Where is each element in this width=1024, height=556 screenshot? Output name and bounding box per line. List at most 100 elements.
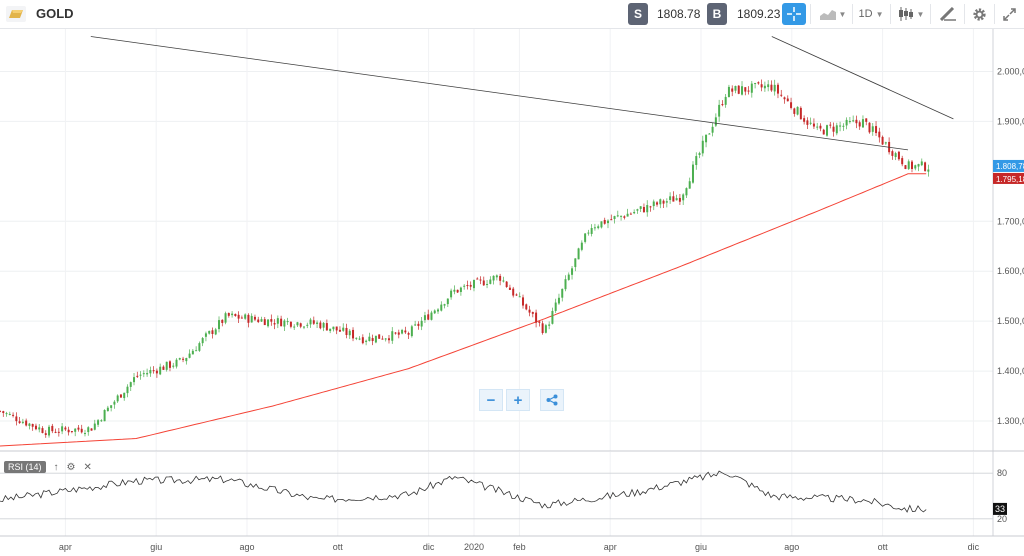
candle-body [227, 313, 230, 316]
candle-body [610, 219, 613, 221]
candle-body [48, 426, 51, 436]
trendlines [90, 36, 954, 151]
rsi-value-label: 33 [995, 504, 1005, 514]
settings-button[interactable] [968, 3, 990, 25]
candle-up [74, 428, 77, 437]
candle-down [822, 128, 825, 135]
fullscreen-button[interactable] [998, 3, 1020, 25]
zoom-out-button[interactable]: − [479, 389, 503, 411]
candle-body [754, 83, 757, 85]
arrow-up-icon[interactable]: ↑ [53, 461, 59, 473]
candle-body [603, 219, 606, 224]
candle-up [224, 311, 227, 325]
line-type-dropdown[interactable]: ▼ [818, 3, 848, 25]
candle-down [829, 121, 832, 129]
candle-up [175, 358, 178, 369]
buy-button[interactable]: B [707, 3, 727, 25]
candle-up [590, 224, 593, 237]
candle-body [505, 281, 508, 288]
candle-body [773, 84, 776, 92]
sell-button[interactable]: S [628, 3, 648, 25]
sell-price: 1808.78 [657, 7, 701, 21]
candle-up [606, 219, 609, 229]
candle-body [901, 158, 904, 165]
candle-body [482, 280, 485, 286]
candle-down [404, 326, 407, 334]
candle-body [208, 330, 211, 334]
candle-body [417, 323, 420, 326]
candle-down [522, 294, 525, 309]
candle-body [106, 407, 109, 412]
candle-body [597, 226, 600, 229]
candle-body [691, 164, 694, 183]
candle-body [724, 96, 727, 105]
candle-body [711, 126, 714, 133]
gear-icon[interactable]: ⚙ [66, 461, 76, 473]
candle-down [394, 331, 397, 335]
candle-up [139, 371, 142, 380]
candle-down [257, 316, 260, 324]
sma-badge [993, 172, 1024, 184]
candle-down [312, 316, 315, 325]
trendline[interactable] [90, 36, 909, 151]
candle-up [286, 317, 289, 325]
crosshair-button[interactable] [782, 3, 806, 25]
candle-body [799, 107, 802, 120]
top-toolbar: GOLD S 1808.78 B 1809.23 ▼ 1D ▼ ▼ [0, 0, 1024, 29]
candle-up [244, 313, 247, 320]
candle-up [646, 200, 649, 217]
candle-down [770, 80, 773, 92]
candle-body [335, 326, 338, 331]
candle-body [355, 337, 358, 339]
candle-body [322, 322, 325, 328]
candle-down [623, 215, 626, 220]
candle-body [61, 426, 64, 432]
candle-body [391, 331, 394, 341]
candle-down [325, 319, 328, 331]
candle-body [675, 198, 678, 201]
candle-body [499, 275, 502, 281]
drawing-tools-button[interactable] [936, 3, 960, 25]
candle-up [8, 411, 11, 416]
candle-body [616, 215, 619, 217]
candle-down [397, 329, 400, 339]
candle-up [459, 286, 462, 296]
timeframe-dropdown[interactable]: 1D ▼ [857, 3, 885, 25]
candle-down [136, 371, 139, 379]
candle-body [257, 319, 260, 323]
zoom-in-button[interactable]: + [506, 389, 530, 411]
candle-down [855, 115, 858, 129]
last-price-label: 1.808,78 [996, 162, 1024, 171]
candle-body [698, 153, 701, 155]
candle-body [924, 162, 927, 171]
share-button[interactable] [540, 389, 564, 411]
candle-body [780, 94, 783, 96]
candle-body [123, 392, 126, 399]
candle-down [875, 121, 878, 136]
candle-body [312, 320, 315, 324]
candle-body [649, 206, 652, 208]
expand-icon [1002, 7, 1016, 21]
candle-down [2, 410, 5, 417]
candle-down [273, 319, 276, 330]
candle-body [381, 338, 384, 340]
candle-body [420, 320, 423, 327]
candle-body [479, 279, 482, 281]
candle-up [551, 307, 554, 325]
candle-up [21, 418, 24, 425]
chart-type-dropdown[interactable]: ▼ [896, 3, 926, 25]
close-icon[interactable]: ✕ [83, 461, 92, 473]
y-tick-label: 1.700,00 [997, 216, 1024, 226]
candle-down [381, 335, 384, 340]
candle-down [247, 313, 250, 328]
candle-body [816, 126, 819, 128]
candle-down [227, 312, 230, 318]
plus-icon: + [513, 391, 523, 409]
candle-body [414, 324, 417, 326]
candle-body [446, 298, 449, 305]
rsi-label[interactable]: RSI (14) [4, 461, 46, 473]
trendline[interactable] [771, 36, 954, 120]
candle-up [763, 81, 766, 92]
candle-body [168, 361, 171, 368]
